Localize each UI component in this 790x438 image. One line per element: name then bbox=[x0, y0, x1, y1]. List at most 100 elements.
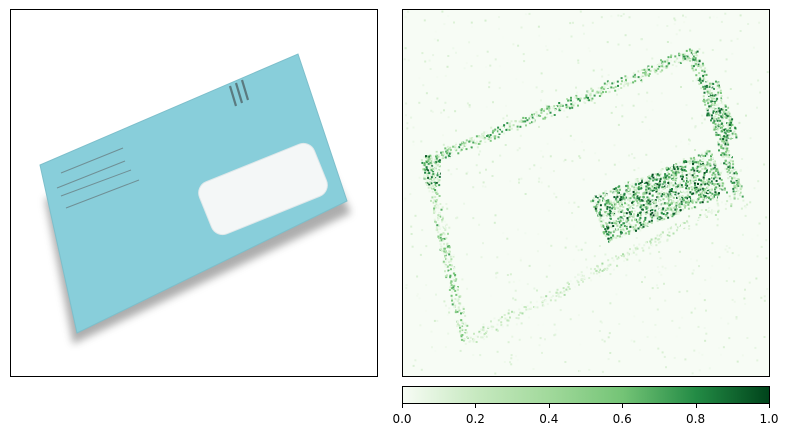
heatmap-cell bbox=[644, 241, 647, 244]
heatmap-cell bbox=[728, 162, 731, 165]
heatmap-cell bbox=[719, 138, 722, 141]
heatmap-cell bbox=[703, 70, 706, 73]
heatmap-cell bbox=[620, 77, 623, 80]
heatmap-cell bbox=[653, 65, 656, 68]
heatmap-cell bbox=[517, 317, 520, 320]
heatmap-cell bbox=[692, 80, 694, 82]
heatmap-cell bbox=[765, 216, 768, 219]
heatmap-cell bbox=[498, 133, 501, 135]
heatmap-cell bbox=[718, 127, 721, 130]
heatmap-cell bbox=[450, 275, 453, 277]
heatmap-cell bbox=[717, 117, 720, 120]
heatmap-cell bbox=[581, 97, 584, 100]
heatmap-cell bbox=[736, 183, 739, 186]
heatmap-cell bbox=[407, 59, 410, 62]
heatmap-cell bbox=[691, 193, 693, 196]
heatmap-cell bbox=[620, 204, 623, 207]
heatmap-cell bbox=[495, 272, 497, 275]
heatmap-cell bbox=[536, 306, 539, 309]
heatmap-cell bbox=[734, 133, 737, 135]
heatmap-cell bbox=[645, 191, 648, 194]
heatmap-cell bbox=[630, 252, 633, 255]
heatmap-cell bbox=[699, 170, 702, 173]
heatmap-cell bbox=[698, 191, 701, 194]
heatmap-cell bbox=[429, 188, 431, 191]
heatmap-cell bbox=[704, 151, 707, 154]
heatmap-cell bbox=[533, 164, 536, 167]
heatmap-cell bbox=[483, 333, 486, 335]
heatmap-cell bbox=[677, 59, 680, 62]
heatmap-cell bbox=[612, 268, 615, 271]
heatmap-cell bbox=[685, 177, 688, 180]
heatmap-cell bbox=[749, 201, 752, 204]
heatmap-cell bbox=[592, 201, 595, 204]
heatmap-cell bbox=[506, 274, 509, 276]
heatmap-cell bbox=[427, 179, 430, 182]
heatmap-cell bbox=[676, 181, 678, 184]
heatmap-cell bbox=[535, 111, 538, 114]
heatmap-cell bbox=[465, 148, 468, 151]
heatmap-cell bbox=[600, 16, 603, 19]
heatmap-cell bbox=[719, 134, 722, 136]
heatmap-cell bbox=[757, 180, 760, 183]
heatmap-cell bbox=[426, 184, 429, 186]
heatmap-cell bbox=[665, 193, 668, 196]
heatmap-cell bbox=[717, 102, 720, 105]
heatmap-cell bbox=[728, 124, 731, 126]
heatmap-cell bbox=[716, 218, 719, 221]
heatmap-cell bbox=[636, 247, 639, 250]
heatmap-cell bbox=[561, 104, 564, 107]
heatmap-cell bbox=[466, 287, 469, 290]
heatmap-cell bbox=[651, 243, 654, 246]
heatmap-cell bbox=[579, 343, 582, 346]
heatmap-cell bbox=[692, 162, 694, 165]
heatmap-cell bbox=[495, 132, 498, 135]
heatmap-cell bbox=[728, 246, 731, 249]
heatmap-cell bbox=[670, 184, 673, 187]
heatmap-cell bbox=[646, 189, 649, 192]
heatmap-cell bbox=[548, 264, 551, 267]
heatmap-cell bbox=[434, 172, 437, 175]
heatmap-cell bbox=[590, 279, 593, 282]
heatmap-cell bbox=[452, 263, 455, 266]
heatmap-cell bbox=[419, 324, 422, 327]
heatmap-cell bbox=[405, 102, 408, 105]
heatmap-cell bbox=[429, 154, 432, 157]
heatmap-cell bbox=[625, 219, 628, 222]
heatmap-cell bbox=[695, 59, 698, 62]
heatmap-cell bbox=[632, 198, 635, 201]
heatmap-cell bbox=[725, 163, 728, 166]
heatmap-cell bbox=[701, 79, 704, 82]
heatmap-cell bbox=[558, 38, 561, 41]
heatmap-cell bbox=[621, 192, 624, 195]
return-address-lines bbox=[56, 147, 140, 209]
heatmap-cell bbox=[631, 185, 634, 188]
heatmap-cell bbox=[632, 251, 635, 254]
heatmap-cell bbox=[722, 155, 725, 158]
heatmap-cell bbox=[616, 193, 619, 196]
heatmap-cell bbox=[610, 111, 613, 114]
heatmap-cell bbox=[723, 128, 726, 131]
heatmap-cell bbox=[706, 164, 709, 167]
heatmap-cell bbox=[553, 192, 556, 195]
heatmap-cell bbox=[667, 182, 670, 184]
heatmap-cell bbox=[696, 175, 699, 177]
heatmap-cell bbox=[441, 206, 444, 209]
heatmap-cell bbox=[447, 55, 450, 57]
heatmap-cell bbox=[710, 185, 713, 188]
heatmap-cell bbox=[679, 198, 682, 201]
heatmap-cell bbox=[529, 115, 532, 118]
heatmap-cell bbox=[656, 308, 659, 311]
heatmap-cell bbox=[716, 224, 719, 227]
heatmap-cell bbox=[612, 188, 614, 191]
heatmap-cell bbox=[721, 122, 724, 125]
heatmap-cell bbox=[670, 166, 673, 169]
heatmap-cell bbox=[580, 93, 583, 96]
heatmap-cell bbox=[499, 128, 501, 131]
heatmap-cell bbox=[643, 72, 646, 75]
heatmap-cell bbox=[494, 372, 497, 375]
heatmap-cell bbox=[540, 108, 543, 110]
heatmap-cell bbox=[593, 198, 596, 201]
heatmap-cell bbox=[645, 48, 648, 51]
heatmap-cell bbox=[696, 169, 699, 172]
